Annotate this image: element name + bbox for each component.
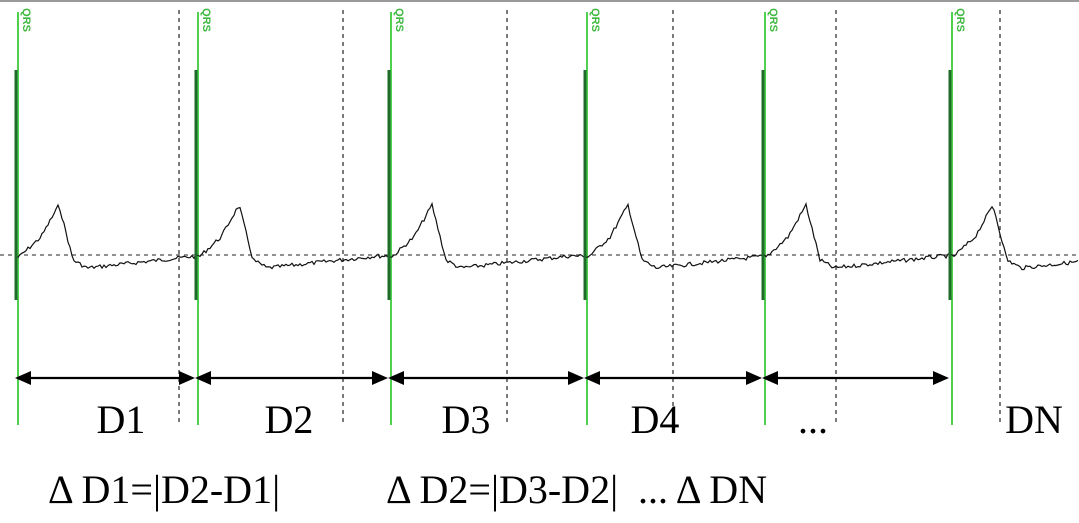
qrs-label: QRS — [589, 8, 601, 32]
interval-label-d1: D1 — [97, 397, 146, 442]
ecg-trace — [15, 201, 1079, 271]
arrowhead-right — [933, 371, 949, 385]
qrs-label: QRS — [20, 8, 32, 32]
interval-arrow — [195, 371, 388, 385]
arrowhead-left — [762, 371, 778, 385]
qrs-label: QRS — [200, 8, 212, 32]
arrowhead-right — [179, 371, 195, 385]
arrowhead-left — [584, 371, 600, 385]
arrowhead-right — [746, 371, 762, 385]
top-border — [0, 0, 1079, 2]
interval-label-d2: D2 — [265, 397, 314, 442]
formula-delta-d2: Δ D2=|D3-D2| — [386, 467, 618, 512]
qrs-label: QRS — [767, 8, 779, 32]
interval-label-dn: DN — [1005, 397, 1063, 442]
formula-delta-d1: Δ D1=|D2-D1| — [48, 467, 280, 512]
qrs-label: QRS — [954, 8, 966, 32]
arrowhead-left — [15, 371, 31, 385]
interval-label-d3: D3 — [442, 397, 491, 442]
arrowhead-left — [195, 371, 211, 385]
interval-arrow — [762, 371, 949, 385]
arrowhead-left — [388, 371, 404, 385]
interval-arrow — [584, 371, 762, 385]
qrs-markers: QRS QRS QRS QRS QRS QRS — [17, 8, 966, 425]
arrowhead-right — [372, 371, 388, 385]
interval-arrow — [15, 371, 195, 385]
formula-delta-dn: ... Δ DN — [638, 467, 767, 512]
arrowhead-right — [568, 371, 584, 385]
ecg-signal — [14, 70, 1079, 300]
interval-label-ellipsis: ... — [798, 397, 828, 442]
interval-label-d4: D4 — [631, 397, 680, 442]
interval-arrows — [15, 371, 949, 385]
grid-lines — [0, 10, 1079, 425]
interval-arrow — [388, 371, 584, 385]
qrs-label: QRS — [393, 8, 405, 32]
